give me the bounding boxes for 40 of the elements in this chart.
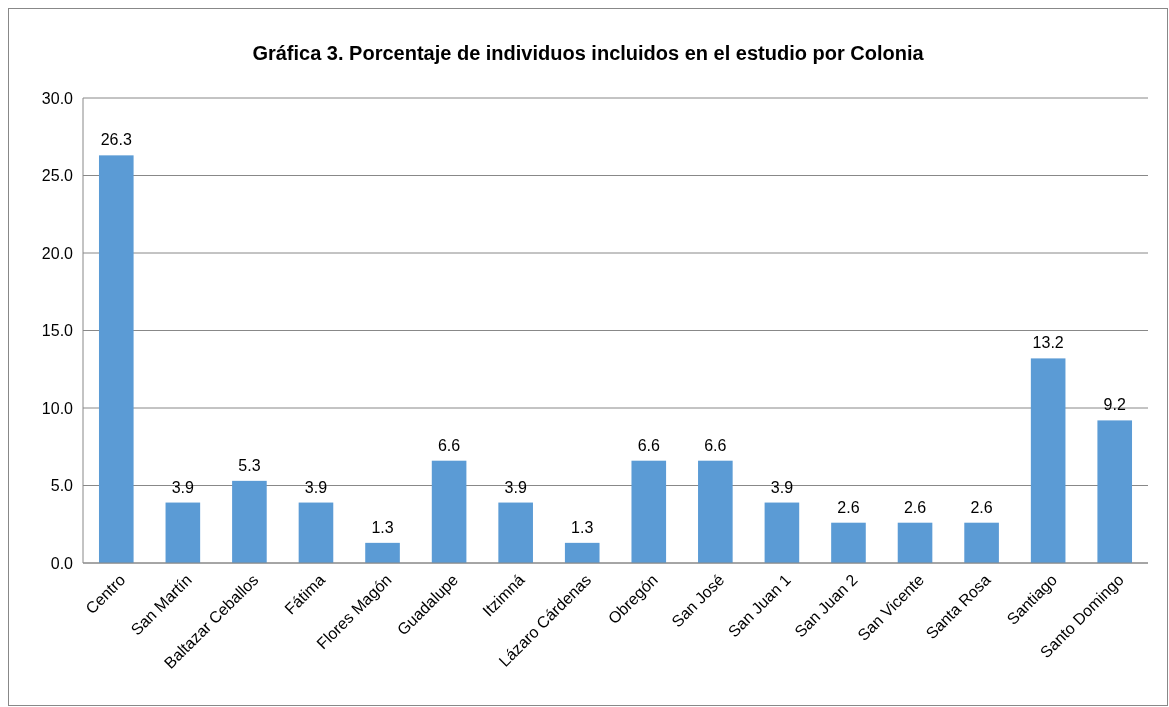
y-tick-label: 5.0 (50, 477, 74, 495)
y-tick-label: 10.0 (41, 399, 74, 417)
bar (298, 502, 334, 563)
data-label: 5.3 (238, 456, 261, 474)
data-label: 6.6 (704, 436, 727, 454)
data-label: 3.9 (504, 478, 527, 496)
data-label: 3.9 (770, 478, 794, 496)
bar (764, 502, 800, 563)
data-label: 3.9 (171, 478, 195, 496)
data-label: 1.3 (571, 518, 594, 536)
data-label: 2.6 (903, 498, 927, 516)
data-label: 2.6 (837, 498, 860, 516)
data-label: 3.9 (304, 478, 328, 496)
bar (1097, 420, 1133, 563)
data-label: 6.6 (437, 436, 461, 454)
data-label: 1.3 (371, 518, 394, 536)
data-label: 6.6 (637, 436, 660, 454)
bar (897, 522, 933, 563)
bar (564, 542, 600, 563)
y-tick-label: 0.0 (50, 554, 74, 572)
bar (165, 502, 201, 563)
y-tick-label: 30.0 (41, 89, 74, 107)
bar (98, 155, 134, 563)
bar (631, 460, 667, 563)
data-label: 13.2 (1032, 334, 1064, 352)
bar (365, 542, 400, 563)
data-label: 26.3 (100, 131, 132, 149)
bar (431, 460, 467, 563)
y-tick-label: 15.0 (41, 322, 74, 340)
bar (831, 522, 866, 563)
data-label: 9.2 (1103, 396, 1126, 414)
bar (498, 502, 533, 563)
y-tick-label: 25.0 (41, 167, 74, 185)
y-tick-label: 20.0 (41, 244, 74, 262)
bar (232, 480, 267, 563)
bar (698, 460, 733, 563)
data-label: 2.6 (970, 498, 993, 516)
bar (1030, 358, 1066, 563)
bar (964, 522, 999, 563)
chart-title: Gráfica 3. Porcentaje de individuos incluidos en el estudio por Colonia (252, 42, 925, 64)
